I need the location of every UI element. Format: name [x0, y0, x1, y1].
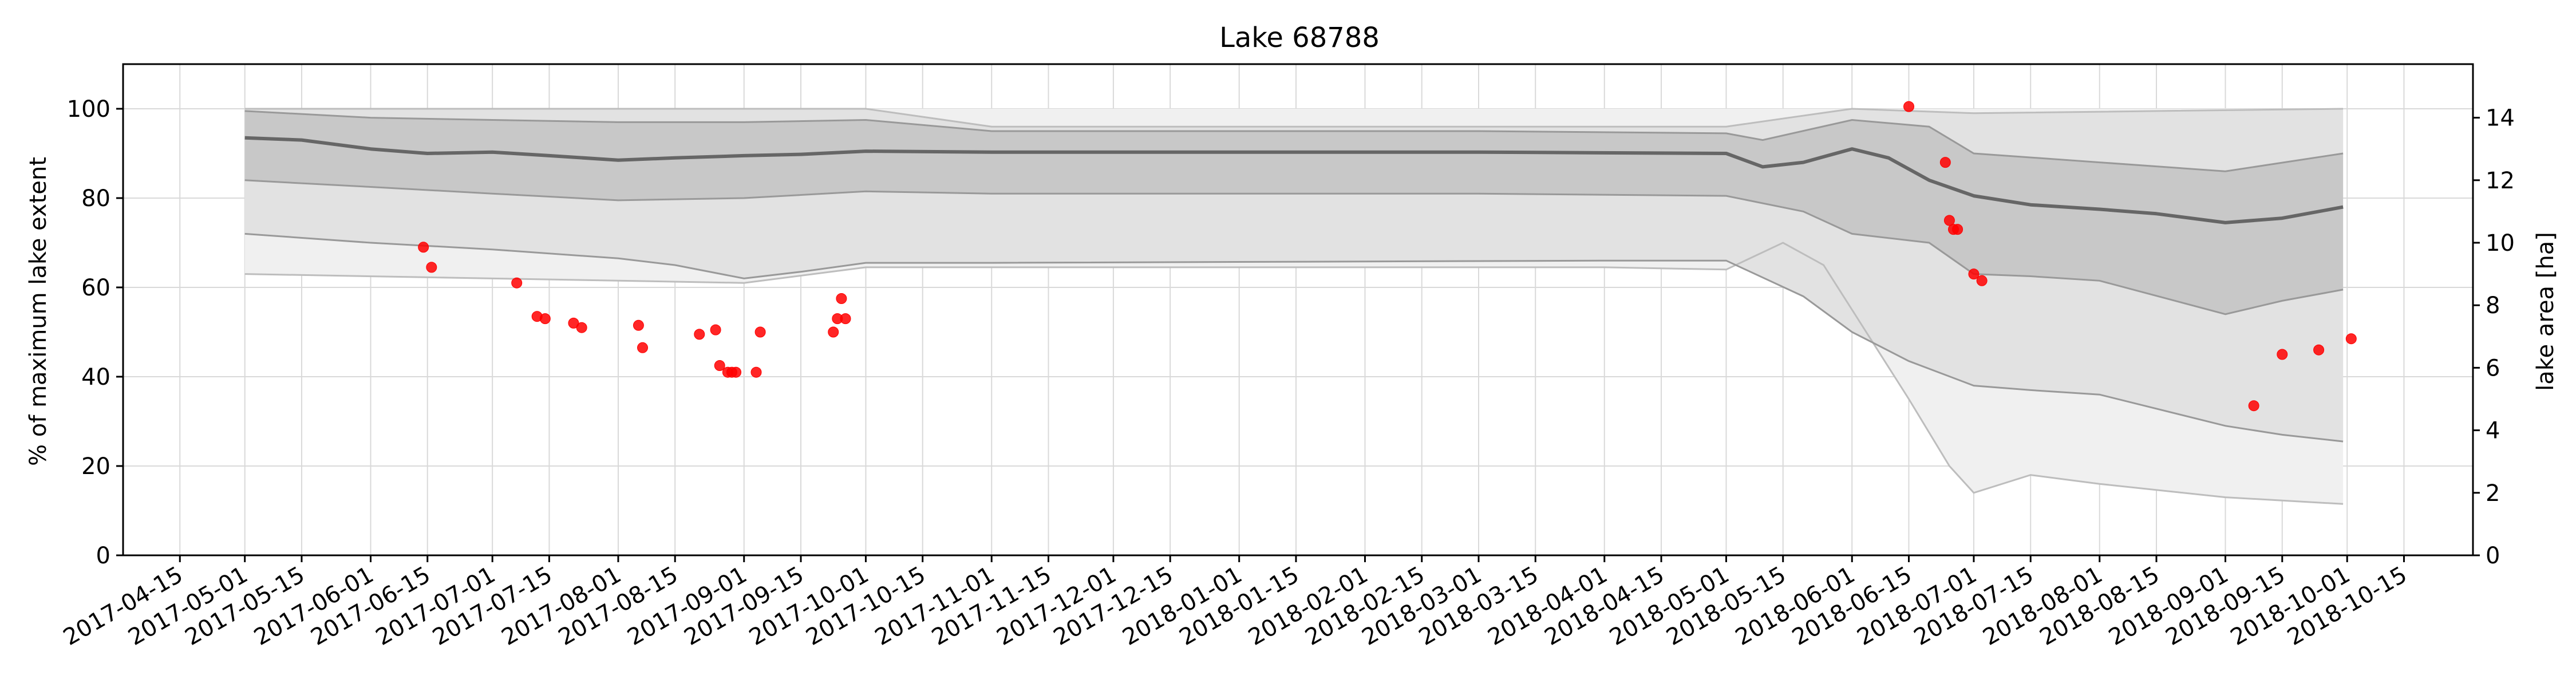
- y2-tick-label: 10: [2486, 230, 2515, 256]
- y-tick-label: 40: [81, 364, 110, 390]
- observation-point: [1976, 275, 1988, 286]
- observation-point: [730, 366, 742, 378]
- chart-title: Lake 68788: [1219, 22, 1380, 54]
- outer-lower-edge: [244, 242, 2344, 505]
- observation-point: [637, 342, 648, 353]
- observation-point: [754, 326, 766, 338]
- y2-tick-label: 14: [2486, 105, 2515, 132]
- inner-band: [244, 110, 2344, 314]
- observation-point: [1952, 224, 1963, 235]
- y-tick-label: 60: [81, 275, 110, 301]
- observation-point: [2277, 349, 2288, 360]
- observation-point: [694, 329, 705, 340]
- inner-lower-edge: [244, 179, 2344, 315]
- median-line: [244, 136, 2344, 224]
- inner-upper-edge: [244, 110, 2344, 172]
- observation-point: [1943, 215, 1955, 226]
- y2-tick-label: 0: [2486, 543, 2500, 569]
- y2-tick-label: 12: [2486, 168, 2515, 194]
- observation-point: [418, 242, 429, 253]
- observation-point: [511, 277, 523, 289]
- y2-axis-label: lake area [ha]: [2532, 232, 2559, 391]
- observation-point: [836, 293, 847, 304]
- observation-point: [2345, 333, 2357, 345]
- observation-point: [539, 313, 551, 325]
- y2-tick-label: 8: [2486, 293, 2500, 319]
- observation-point: [2248, 400, 2259, 412]
- y2-tick-label: 2: [2486, 480, 2500, 507]
- observation-point: [1939, 157, 1951, 168]
- y-tick-label: 20: [81, 453, 110, 480]
- y-axis-label: % of maximum lake extent: [25, 157, 52, 466]
- observation-point: [1968, 269, 1980, 280]
- mid-upper-edge: [244, 108, 2344, 128]
- observation-point: [576, 322, 587, 333]
- observation-point: [2313, 344, 2325, 356]
- y-tick-label: 0: [96, 543, 110, 569]
- plot-frame: [122, 63, 2474, 556]
- observation-point: [710, 324, 721, 335]
- y-tick-label: 100: [67, 96, 110, 123]
- observation-point: [840, 313, 851, 325]
- mid-lower-edge: [244, 232, 2344, 443]
- y2-tick-label: 6: [2486, 355, 2500, 381]
- observation-point: [828, 326, 839, 338]
- y2-tick-label: 4: [2486, 418, 2500, 444]
- observation-point: [750, 366, 762, 378]
- observation-point: [426, 262, 437, 273]
- observation-point: [1903, 101, 1915, 112]
- observation-point: [714, 360, 725, 371]
- observation-point: [633, 319, 644, 331]
- y-tick-label: 80: [81, 185, 110, 212]
